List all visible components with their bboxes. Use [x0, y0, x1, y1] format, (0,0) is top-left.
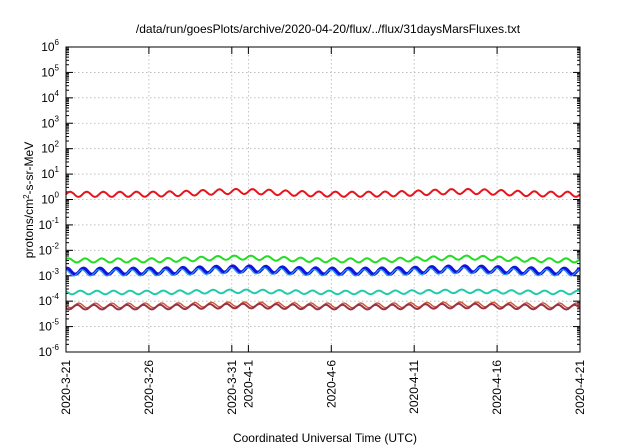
- y-tick-label: 10-1: [39, 216, 60, 232]
- y-tick-label: 10-6: [39, 343, 60, 359]
- chart-title: /data/run/goesPlots/archive/2020-04-20/f…: [136, 22, 521, 36]
- plot-frame: [65, 46, 581, 353]
- x-tick-label: 2020-3-26: [142, 360, 156, 415]
- y-tick-label: 102: [41, 140, 59, 156]
- y-tick-label: 10-4: [39, 292, 60, 308]
- y-tick-label: 103: [41, 114, 59, 130]
- x-tick-label: 2020-4-11: [407, 360, 421, 414]
- y-tick-label: 105: [41, 63, 59, 79]
- y-axis-ticks: 10-6 10-5 10-4 10-3 10-2 10-1 100 101 102 103 104 1…: [39, 38, 580, 359]
- x-axis-ticks: 2020-3-21 2020-3-26 2020-3-31 2020-4-1 2020-…: [59, 47, 587, 415]
- series-line-3: [65, 266, 581, 277]
- x-tick-label: 2020-4-21: [573, 360, 587, 415]
- y-tick-label: 101: [41, 165, 59, 181]
- y-tick-label: 104: [41, 89, 59, 105]
- x-tick-label: 2020-3-21: [59, 360, 73, 415]
- y-tick-label: 100: [41, 191, 59, 207]
- series-lines: [65, 187, 581, 311]
- y-tick-label: 10-5: [39, 318, 60, 334]
- x-tick-label: 2020-4-6: [324, 360, 338, 408]
- y-tick-label: 10-3: [39, 267, 60, 283]
- y-tick-label: 106: [41, 38, 59, 54]
- grid-lines: [66, 47, 580, 352]
- y-axis-label: protons/cm2-s-sr-MeV: [22, 142, 37, 258]
- series-line-6: [65, 302, 581, 311]
- series-line-4: [65, 288, 581, 296]
- x-tick-label: 2020-4-16: [490, 360, 504, 415]
- x-tick-label: 2020-3-31: [225, 360, 239, 415]
- y-tick-label: 10-2: [39, 241, 60, 257]
- x-axis-label: Coordinated Universal Time (UTC): [233, 431, 417, 445]
- x-tick-label: 2020-4-1: [241, 360, 255, 408]
- series-line-1: [65, 254, 581, 264]
- series-line-0: [65, 187, 581, 198]
